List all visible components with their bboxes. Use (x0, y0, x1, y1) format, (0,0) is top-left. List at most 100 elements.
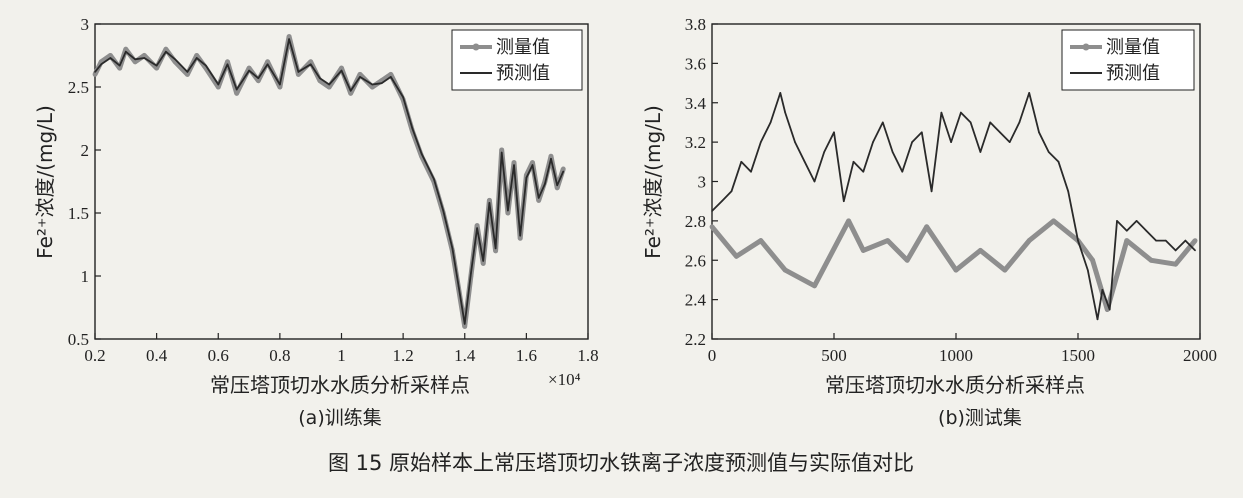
chart-b-xtick-label: 2000 (1183, 346, 1217, 365)
chart-b-predicted-point (1101, 289, 1104, 291)
chart-a-predicted-point (507, 209, 509, 212)
chart-b-predicted-point (989, 121, 991, 124)
chart-b-subtitle: (b)测试集 (938, 407, 1022, 429)
chart-a-measured-point (277, 84, 283, 90)
chart-a-xtick-label: 1.2 (393, 346, 414, 365)
chart-a-predicted-point (482, 260, 485, 262)
legend-a-measured-marker (472, 43, 480, 51)
chart-b-measured-point (1173, 261, 1178, 267)
chart-b-ytick-label: 3.6 (685, 54, 706, 73)
chart-a-legend: 测量值 预测值 (451, 29, 583, 91)
chart-b-xtick-label: 1000 (939, 346, 973, 365)
chart-b-predicted-point (1145, 229, 1148, 232)
legend-a-predicted-label: 预测值 (496, 63, 550, 84)
chart-b-predicted-point (1194, 249, 1196, 252)
chart-b-predicted-point (1047, 151, 1050, 153)
chart-b-ticks: 0 500 1000 1500 2000 2.2 2.4 2.6 2.8 3 3.2 3.4 3.6 3.… (685, 15, 1217, 365)
legend-a-measured-label: 测量值 (496, 37, 550, 58)
chart-b-predicted-point (721, 200, 723, 202)
chart-b-legend: 测量值 预测值 (1061, 29, 1195, 91)
chart-a-xtick-label: 0.4 (146, 346, 168, 365)
chart-a-predicted-point (205, 64, 207, 67)
chart-b-measured-point (1192, 238, 1198, 244)
chart-b-predicted-point (784, 111, 786, 114)
chart-b-measured-point (1002, 267, 1008, 273)
chart-b-measured-point (758, 238, 764, 244)
chart-a-measured-point (536, 198, 542, 203)
chart-b-legend-box (1061, 29, 1195, 91)
chart-a-predicted-point (488, 202, 491, 204)
chart-b-ylabel: Fe²⁺浓度/(mg/L) (641, 105, 665, 259)
chart-a-measured-point (163, 46, 169, 52)
chart-b-measured-point (1026, 238, 1032, 244)
chart-a-measured-point (505, 210, 511, 216)
chart-b-predicted-point (803, 161, 806, 163)
chart-a-measured-point (480, 261, 486, 266)
chart-a-predicted-point (217, 83, 220, 86)
chart-a: 0.2 0.4 0.6 0.8 1 1.2 1.4 1.6 1.8 0.5 1 1.5 2 2.5 3 测量… (33, 15, 599, 429)
chart-a-ticks: 0.2 0.4 0.6 0.8 1 1.2 1.4 1.6 1.8 0.5 1 1.5 2 2.5 3 (68, 15, 599, 365)
chart-a-measured-point (548, 153, 554, 159)
chart-b-predicted-point (921, 131, 923, 134)
chart-b-xtick-label: 1500 (1061, 346, 1095, 365)
chart-b-predicted-point (950, 141, 952, 143)
chart-a-predicted-point (451, 247, 454, 250)
chart-a-measured-point (499, 147, 505, 153)
chart-a-ytick-label: 0.5 (68, 330, 89, 349)
chart-a-predicted-point (340, 69, 343, 72)
chart-a-measured-point (511, 160, 517, 166)
chart-a-measured-point (123, 46, 129, 52)
chart-b-measured-point (978, 248, 983, 253)
chart-b-predicted-point (1067, 190, 1069, 193)
chart-a-predicted-point (279, 83, 281, 86)
chart-b-measured-point (1051, 218, 1056, 224)
chart-a-predicted-point (411, 127, 414, 130)
chart-b-measured-point (1090, 257, 1095, 263)
chart-a-measured-point (530, 160, 535, 166)
chart-b-predicted-point (872, 141, 874, 143)
chart-a-xtick-label: 0.8 (269, 346, 290, 365)
chart-a-predicted-point (494, 247, 497, 250)
chart-a-predicted-point (463, 323, 466, 325)
chart-a-predicted-point (402, 96, 404, 98)
chart-a-measured-point (154, 65, 160, 71)
chart-a-predicted-point (476, 227, 478, 229)
chart-a-predicted-point (235, 88, 238, 91)
chart-a-measured-point (225, 59, 230, 65)
chart-b-measured-point (734, 253, 739, 259)
chart-a-predicted-point (94, 71, 96, 73)
chart-a-ylabel: Fe²⁺浓度/(mg/L) (33, 105, 57, 259)
chart-a-measured-point (357, 72, 363, 77)
chart-a-ytick-label: 3 (81, 15, 90, 34)
chart-a-measured-point (296, 72, 301, 77)
chart-b: 0 500 1000 1500 2000 2.2 2.4 2.6 2.8 3 3.2 3.4 3.6 3.… (641, 15, 1217, 429)
chart-a-measured-point (92, 72, 98, 77)
chart-a-predicted-point (433, 178, 435, 180)
chart-a-predicted-point (257, 77, 260, 79)
chart-b-predicted-point (1184, 239, 1187, 242)
chart-a-predicted-point (100, 63, 102, 66)
chart-a-measured-point (215, 84, 221, 90)
chart-a-measured-point (326, 84, 332, 90)
chart-a-predicted-point (531, 164, 534, 166)
chart-a-measured-point (369, 84, 375, 90)
chart-b-predicted-point (930, 190, 933, 193)
chart-a-predicted-point (500, 151, 503, 154)
chart-a-measured-point (339, 65, 344, 71)
chart-a-predicted-point (457, 285, 460, 287)
chart-a-predicted-point (390, 76, 392, 78)
chart-a-predicted-point (349, 90, 352, 92)
chart-b-measured-point (885, 238, 891, 244)
chart-a-measured-point (493, 248, 498, 254)
chart-a-predicted-point (195, 57, 198, 59)
chart-a-predicted-point (266, 63, 269, 66)
chart-a-measured-point (132, 59, 138, 65)
chart-a-predicted-point (442, 209, 445, 212)
chart-a-predicted-point (380, 82, 383, 84)
chart-a-measured-point (185, 72, 190, 77)
chart-a-measured-point (388, 72, 394, 77)
chart-b-ytick-label: 3.8 (685, 15, 706, 34)
chart-a-predicted-point (125, 50, 127, 53)
chart-b-predicted-point (1028, 92, 1030, 94)
